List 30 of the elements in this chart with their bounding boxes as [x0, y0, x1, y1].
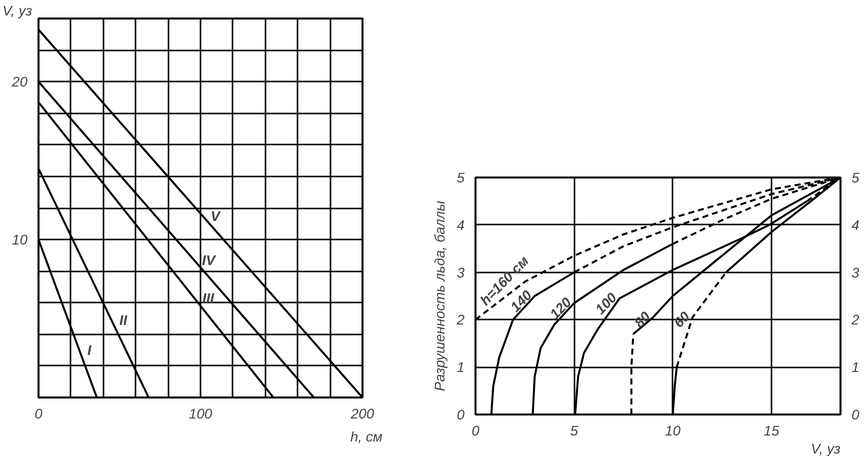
y-tick-label: 20 — [10, 74, 28, 90]
y2-tick-label: 3 — [852, 264, 860, 280]
x-tick-label: 10 — [665, 422, 681, 438]
y-tick-label: 1 — [456, 359, 465, 376]
annotation: 140 — [507, 286, 535, 315]
x-tick-label: 100 — [188, 406, 212, 422]
x-axis-title: h, см — [350, 428, 383, 444]
x-tick-label: 0 — [34, 406, 43, 422]
y2-tick-label: 2 — [850, 312, 860, 328]
annotation: 100 — [592, 289, 620, 318]
annotation: II — [119, 312, 128, 328]
x-tick-label: 200 — [350, 406, 374, 422]
y2-tick-label: 4 — [852, 216, 860, 233]
x-tick-label: 0 — [472, 422, 480, 438]
x-tick-label: 5 — [570, 422, 578, 438]
x-tick-label: 15 — [764, 422, 780, 438]
y-axis-title: V, уз — [2, 2, 33, 18]
y-tick-label: 5 — [456, 170, 465, 186]
y2-tick-label: 1 — [852, 359, 860, 376]
y-axis-title: Разрушенность льда, баллы — [432, 200, 448, 392]
annotation: 60 — [670, 308, 693, 331]
y2-tick-label: 5 — [852, 170, 860, 186]
y-tick-label: 4 — [456, 216, 465, 233]
y-tick-label: 2 — [456, 312, 465, 328]
annotation: V — [210, 208, 222, 224]
y-tick-label: 3 — [456, 264, 465, 280]
annotation: 80 — [630, 308, 654, 331]
annotation: 120 — [546, 294, 574, 322]
annotation: IV — [202, 252, 217, 268]
annotation: I — [87, 342, 92, 358]
